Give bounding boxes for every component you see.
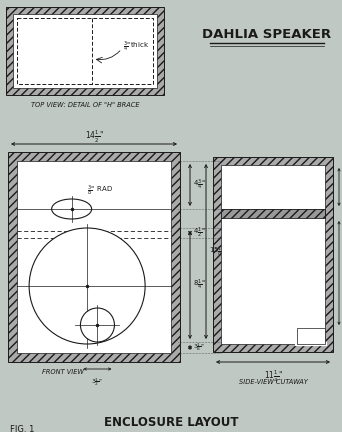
Text: $15\frac{1}{8}$": $15\frac{1}{8}$" xyxy=(209,245,226,259)
Text: 5": 5" xyxy=(307,315,314,321)
Bar xyxy=(6,7,164,95)
Bar xyxy=(221,209,325,218)
Text: $3\frac{1}{2}$": $3\frac{1}{2}$" xyxy=(92,376,103,388)
Text: $14\frac{1}{2}$": $14\frac{1}{2}$" xyxy=(84,129,103,145)
Text: ENCLOSURE LAYOUT: ENCLOSURE LAYOUT xyxy=(104,416,238,429)
Text: TOP VIEW: DETAIL OF "H" BRACE: TOP VIEW: DETAIL OF "H" BRACE xyxy=(31,102,139,108)
Bar xyxy=(221,165,325,344)
Text: SIDE-VIEW CUTAWAY: SIDE-VIEW CUTAWAY xyxy=(239,379,307,385)
Circle shape xyxy=(29,228,145,344)
Text: 3": 3" xyxy=(283,334,290,339)
Bar xyxy=(213,157,333,352)
Bar xyxy=(8,152,180,362)
Bar xyxy=(8,152,180,362)
Bar xyxy=(221,209,325,218)
Text: FRONT VIEW: FRONT VIEW xyxy=(42,369,84,375)
Bar xyxy=(213,157,333,352)
Bar xyxy=(17,161,171,353)
Text: $11\frac{1}{4}$": $11\frac{1}{4}$" xyxy=(264,369,282,385)
Text: $\frac{3}{4}$"thick: $\frac{3}{4}$"thick xyxy=(123,40,149,54)
Text: FIG. 1: FIG. 1 xyxy=(10,426,35,432)
Text: $3\frac{1}{8}$": $3\frac{1}{8}$" xyxy=(193,342,205,353)
Bar xyxy=(6,7,164,95)
Bar xyxy=(13,14,157,88)
Text: $4\frac{1}{2}$": $4\frac{1}{2}$" xyxy=(193,226,206,240)
Ellipse shape xyxy=(52,199,92,219)
Text: $4\frac{3}{4}$": $4\frac{3}{4}$" xyxy=(193,178,206,192)
Text: $8\frac{1}{4}$": $8\frac{1}{4}$" xyxy=(193,278,206,292)
Text: $\frac{3}{8}$" RAD: $\frac{3}{8}$" RAD xyxy=(87,184,113,198)
Bar xyxy=(297,328,325,344)
Text: DAHLIA SPEAKER: DAHLIA SPEAKER xyxy=(202,29,331,41)
Circle shape xyxy=(80,308,115,342)
Bar xyxy=(17,18,153,84)
